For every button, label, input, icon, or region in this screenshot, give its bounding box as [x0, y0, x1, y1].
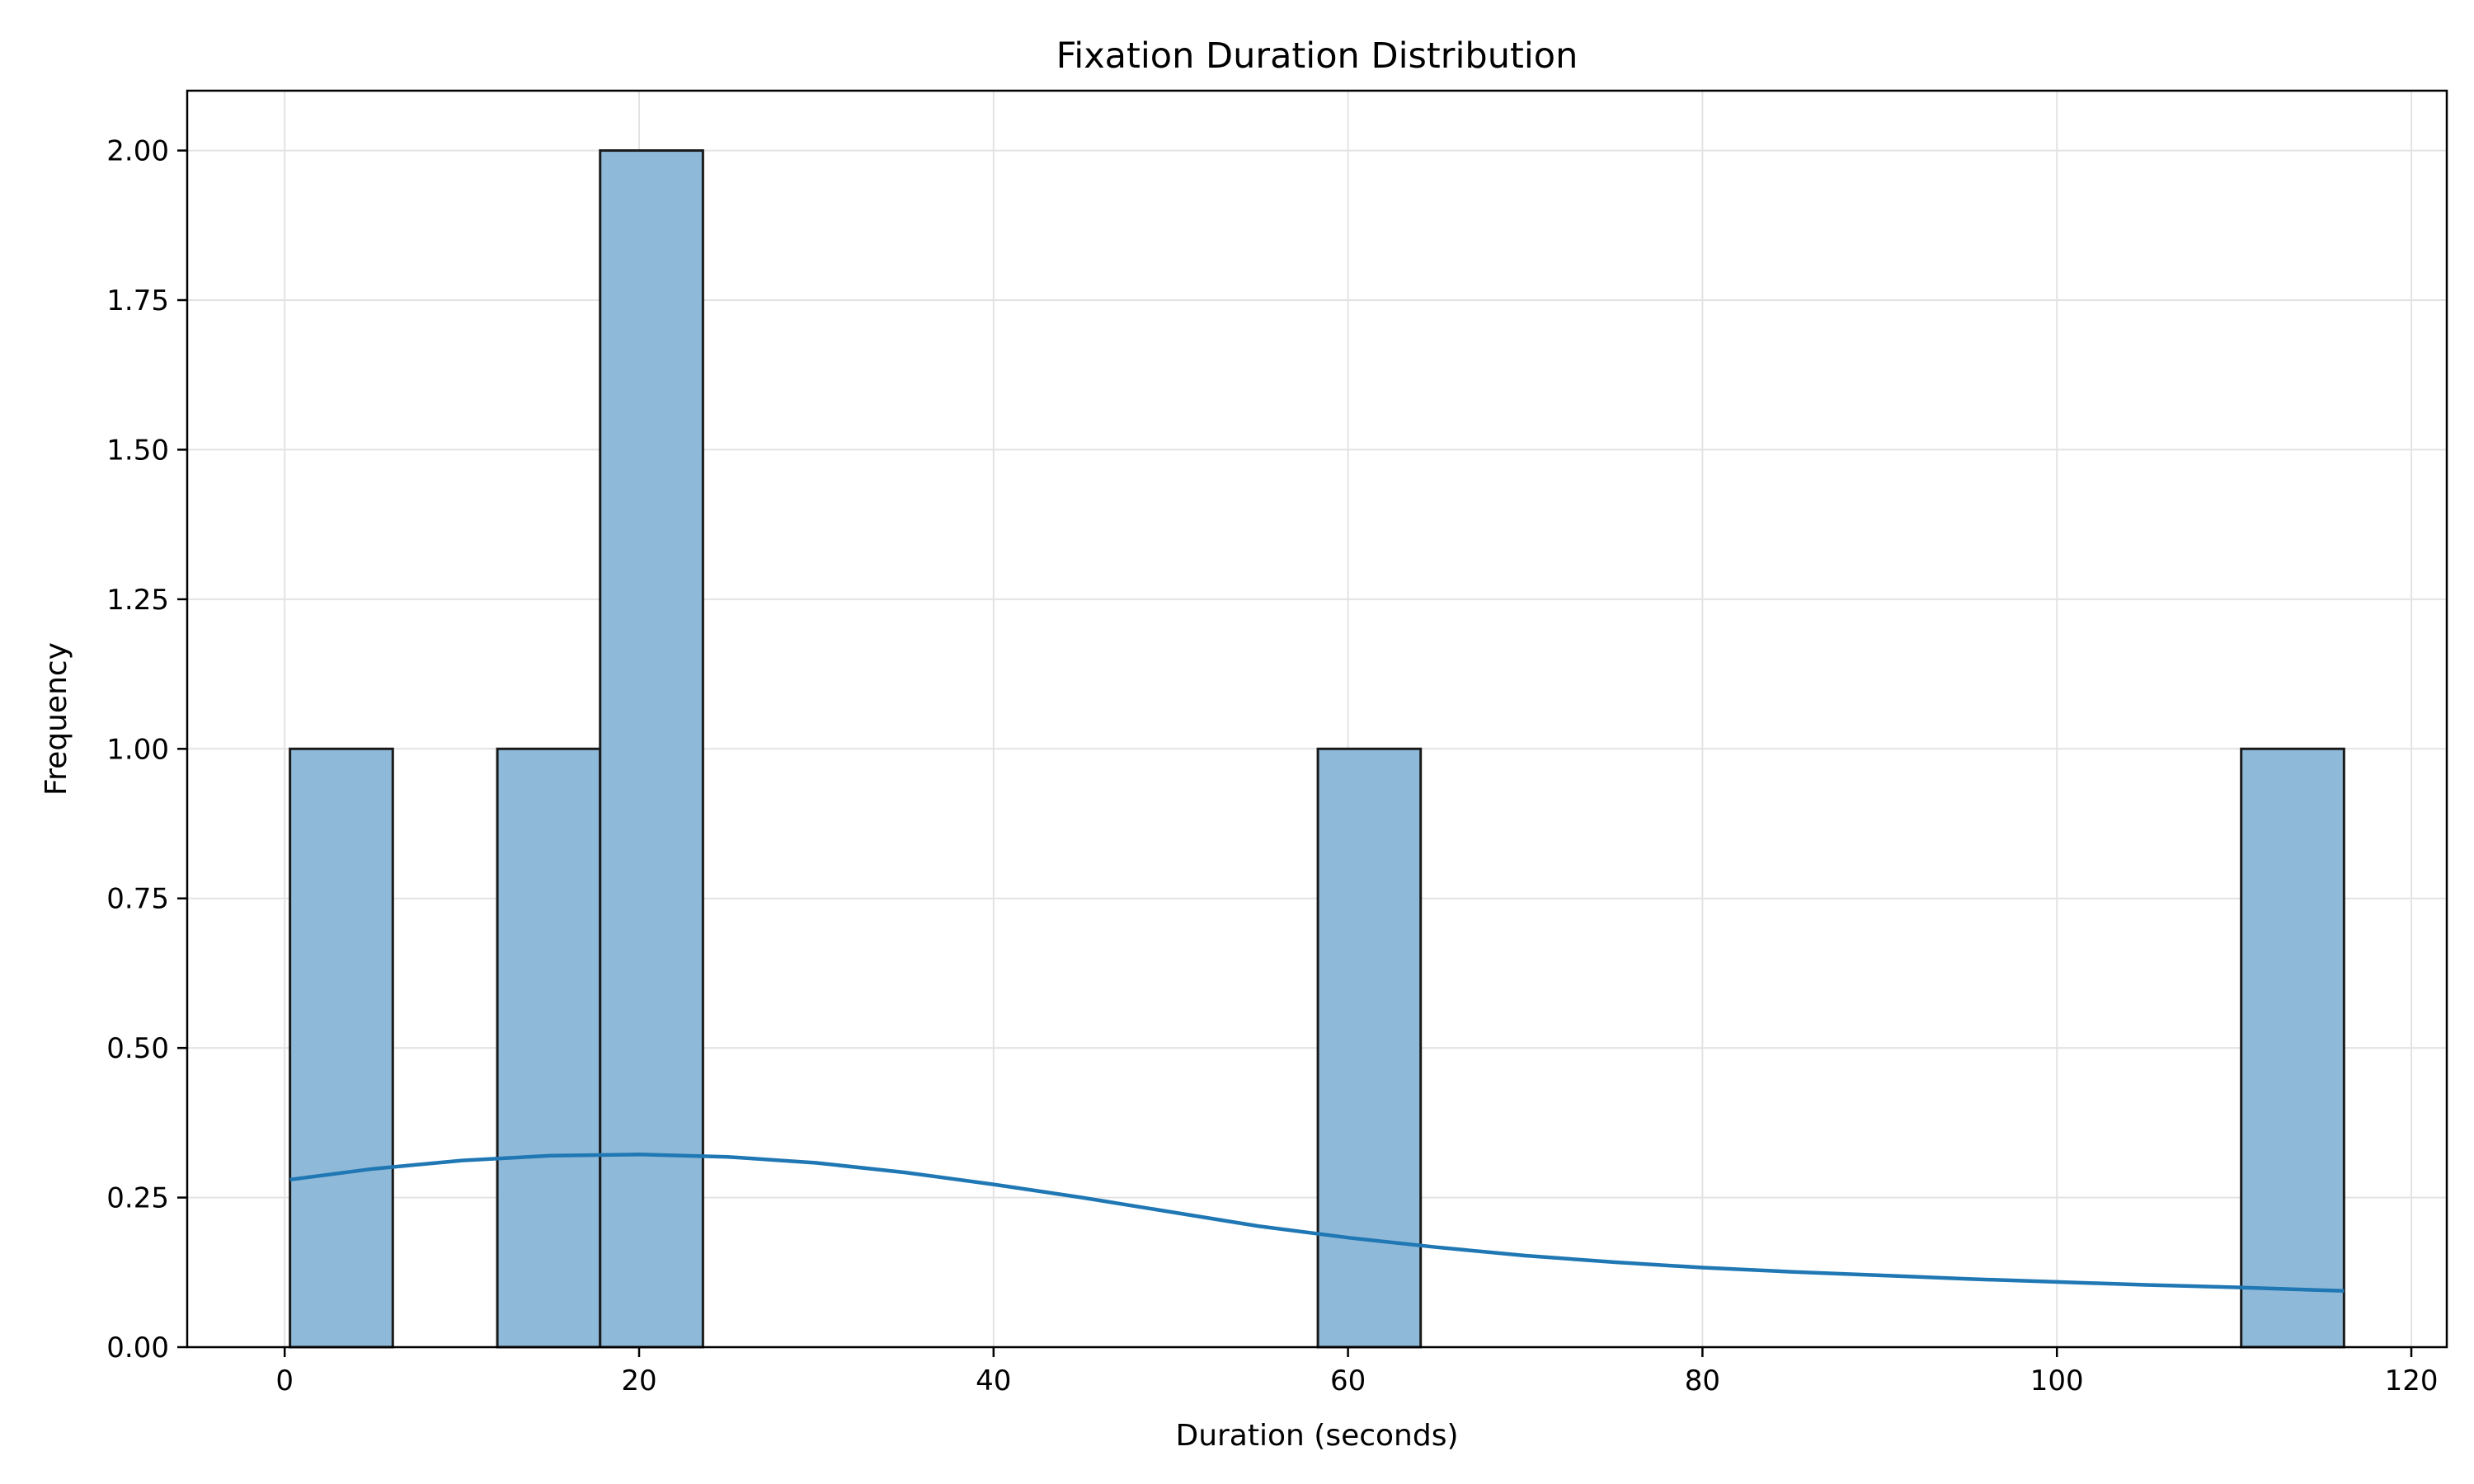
y-tick-label: 0.25 [106, 1182, 169, 1215]
histogram-bar [496, 747, 602, 1349]
histogram-bar [1316, 747, 1423, 1349]
y-tick-label: 1.25 [106, 584, 169, 617]
x-axis: 0 20 40 60 80 100 120 [275, 1347, 2438, 1397]
bars-layer [289, 149, 2345, 1349]
y-tick-label: 0.00 [106, 1331, 169, 1364]
histogram-bar [599, 149, 704, 1349]
y-tick-label: 2.00 [106, 135, 169, 168]
x-tick-label: 20 [621, 1364, 656, 1397]
y-axis-title: Frequency [40, 642, 73, 796]
y-axis: 0.00 0.25 0.50 0.75 1.00 1.25 1.50 1.75 2.00 [106, 135, 187, 1364]
kde-layer [289, 1153, 2345, 1294]
x-tick-label: 60 [1330, 1364, 1366, 1397]
x-tick-label: 0 [275, 1364, 294, 1397]
kde-line [289, 1153, 2345, 1294]
y-tick-label: 1.50 [106, 434, 169, 467]
x-tick-label: 40 [976, 1364, 1011, 1397]
y-tick-label: 1.75 [106, 284, 169, 317]
x-tick-label: 100 [2030, 1364, 2084, 1397]
chart-title: Fixation Duration Distribution [1056, 35, 1578, 77]
histogram-bar [289, 747, 394, 1349]
x-axis-title: Duration (seconds) [1175, 1419, 1458, 1453]
x-tick-label: 120 [2385, 1364, 2439, 1397]
y-tick-label: 1.00 [106, 733, 169, 766]
y-tick-label: 0.50 [106, 1032, 169, 1065]
x-tick-label: 80 [1685, 1364, 1720, 1397]
plot-frame [186, 89, 2448, 1349]
y-tick-label: 0.75 [106, 883, 169, 916]
histogram-bar [2240, 747, 2345, 1349]
